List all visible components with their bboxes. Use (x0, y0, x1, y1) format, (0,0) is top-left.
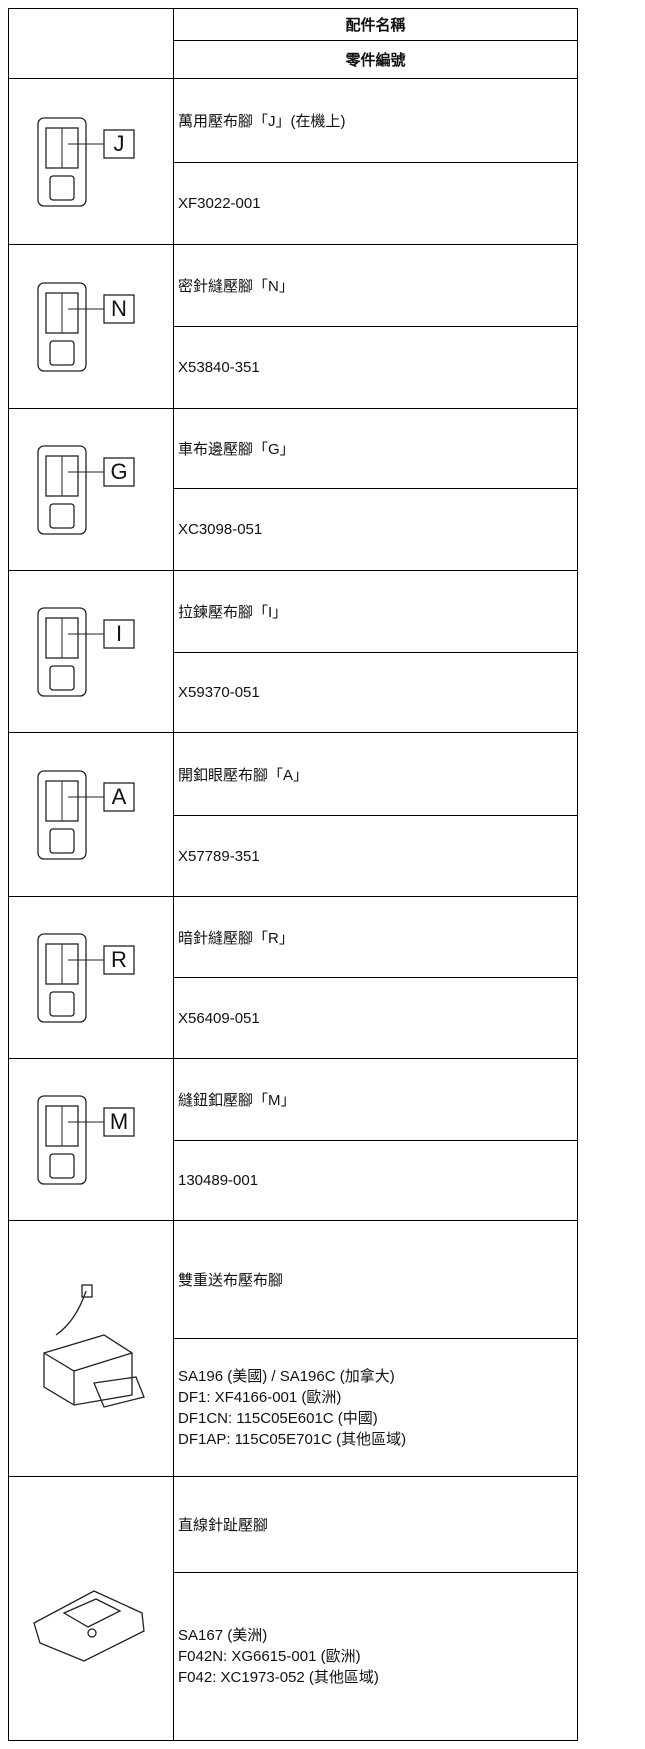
foot-illustration: J (37, 117, 135, 207)
foot-illustration: G (37, 445, 135, 535)
part-name: 密針縫壓腳「N」 (173, 244, 578, 327)
part-number-cell: X59370-051 (173, 652, 578, 733)
part-number: F042N: XG6615-001 (歐洲) (178, 1648, 361, 1665)
part-number-cell: 130489-001 (173, 1140, 578, 1221)
part-number: X57789-351 (178, 847, 260, 865)
part-number-cell: X57789-351 (173, 815, 578, 897)
foot-illustration: M (37, 1095, 135, 1185)
foot-illustration: A (37, 770, 135, 860)
icon-label: I (116, 621, 122, 646)
foot-illustration (43, 1284, 145, 1408)
foot-illustration (33, 1590, 145, 1662)
icon-label: N (111, 296, 127, 321)
part-number-cell: X53840-351 (173, 326, 578, 409)
part-number: DF1: XF4166-001 (歐洲) (178, 1388, 342, 1406)
icon-label: A (112, 784, 127, 809)
blank-header (8, 8, 174, 79)
part-number: X56409-051 (178, 1009, 260, 1027)
icon-label: G (110, 459, 127, 484)
part-name: 萬用壓布腳「J」(在機上) (173, 78, 578, 163)
part-name: 暗針縫壓腳「R」 (173, 896, 578, 978)
part-number: 130489-001 (178, 1172, 259, 1189)
header-part: 零件編號 (173, 40, 578, 79)
part-number: F042: XC1973-052 (其他區域) (178, 1669, 379, 1686)
part-number: XC3098-051 (178, 521, 263, 538)
icon-label: M (110, 1109, 128, 1134)
part-number: DF1CN: 115C05E601C (中國) (178, 1409, 378, 1427)
icon-label: R (111, 947, 127, 972)
part-number: DF1AP: 115C05E701C (其他區域) (178, 1430, 407, 1448)
icon-label: J (114, 131, 125, 156)
part-name: 縫鈕釦壓腳「M」 (173, 1058, 578, 1141)
foot-illustration: I (37, 607, 135, 697)
part-number: X59370-051 (178, 684, 260, 701)
part-name: 開釦眼壓布腳「A」 (173, 732, 578, 816)
foot-illustration: N (37, 282, 135, 372)
part-number: XF3022-001 (178, 195, 261, 212)
part-number: SA167 (美洲) (178, 1627, 268, 1644)
foot-illustration: R (37, 933, 135, 1023)
part-number: SA196 (美國) / SA196C (加拿大) (178, 1367, 395, 1385)
part-name: 車布邊壓腳「G」 (173, 408, 578, 489)
part-name: 拉鍊壓布腳「I」 (173, 570, 578, 653)
part-name: 雙重送布壓布腳 (173, 1220, 578, 1339)
part-number-cell: SA196 (美國) / SA196C (加拿大) DF1: XF4166-001… (173, 1338, 578, 1477)
part-number: X53840-351 (178, 359, 260, 376)
part-name: 直線針趾壓腳 (173, 1476, 578, 1573)
part-number-cell: SA167 (美洲) F042N: XG6615-001 (歐洲) F042: XC… (173, 1572, 578, 1741)
part-number-cell: X56409-051 (173, 977, 578, 1059)
part-number-cell: XC3098-051 (173, 488, 578, 571)
header-name: 配件名稱 (173, 8, 578, 41)
part-number-cell: XF3022-001 (173, 162, 578, 245)
